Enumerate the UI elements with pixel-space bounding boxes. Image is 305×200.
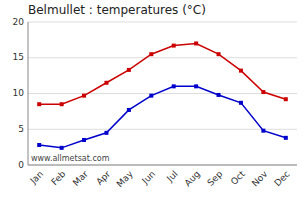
data-point <box>172 84 176 88</box>
x-axis-line <box>28 165 297 166</box>
y-ticks: 0 5 10 15 20 <box>13 17 25 170</box>
data-point <box>127 108 131 112</box>
data-point <box>239 101 243 105</box>
grid-line <box>28 57 297 58</box>
grid-line <box>28 22 297 23</box>
y-grid <box>28 22 297 165</box>
data-point <box>37 102 41 106</box>
grid-line <box>28 165 297 166</box>
x-tick-label: Sep <box>205 169 224 188</box>
data-point <box>60 146 64 150</box>
data-point <box>104 81 108 85</box>
data-point <box>217 52 221 56</box>
x-tick-label: Jun <box>140 169 158 187</box>
annotation: www.allmetsat.com <box>31 154 110 163</box>
x-tick-label: Apr <box>94 169 112 187</box>
x-tick-label: Jan <box>28 169 46 187</box>
data-point <box>60 102 64 106</box>
x-tick-label: Dec <box>272 169 291 188</box>
chart: 0 5 10 15 20 JanFebMarAprMayJun Jul AugSep OctNo… <box>0 0 305 200</box>
data-point <box>127 68 131 72</box>
y-axis-line <box>28 22 29 165</box>
data-point <box>261 129 265 133</box>
data-point <box>194 41 198 45</box>
data-point <box>149 94 153 98</box>
chart-title: Belmullet : temperatures (°C) <box>28 3 206 17</box>
x-tick-label: Mar <box>71 169 90 188</box>
series-line <box>39 86 286 147</box>
y-tick-label: 0 <box>18 160 24 170</box>
plot-data <box>37 41 288 149</box>
chart-container: 0 5 10 15 20 JanFebMarAprMayJun Jul AugSep OctNo… <box>0 0 305 200</box>
x-tick-label: Feb <box>49 169 68 188</box>
x-tick-label: Oct <box>229 169 247 187</box>
data-point <box>82 94 86 98</box>
y-tick-label: 10 <box>13 88 25 98</box>
data-point <box>149 52 153 56</box>
grid-line <box>28 129 297 130</box>
data-point <box>104 131 108 135</box>
data-point <box>37 143 41 147</box>
x-tick-label: Jul <box>164 169 179 184</box>
y-tick-label: 15 <box>13 52 24 62</box>
data-point <box>284 136 288 140</box>
data-point <box>261 90 265 94</box>
data-point <box>172 44 176 48</box>
x-ticks: JanFebMarAprMayJun Jul AugSep OctNovDec <box>28 168 292 189</box>
data-point <box>194 84 198 88</box>
data-point <box>284 97 288 101</box>
series-line <box>39 43 286 104</box>
x-tick-label: May <box>115 168 136 189</box>
data-point <box>239 69 243 73</box>
x-tick-label: Nov <box>250 168 270 188</box>
x-tick-label: Aug <box>183 169 203 189</box>
data-point <box>217 93 221 97</box>
y-tick-label: 20 <box>13 17 25 27</box>
y-tick-label: 5 <box>18 124 24 134</box>
grid-line <box>28 93 297 94</box>
data-point <box>82 138 86 142</box>
